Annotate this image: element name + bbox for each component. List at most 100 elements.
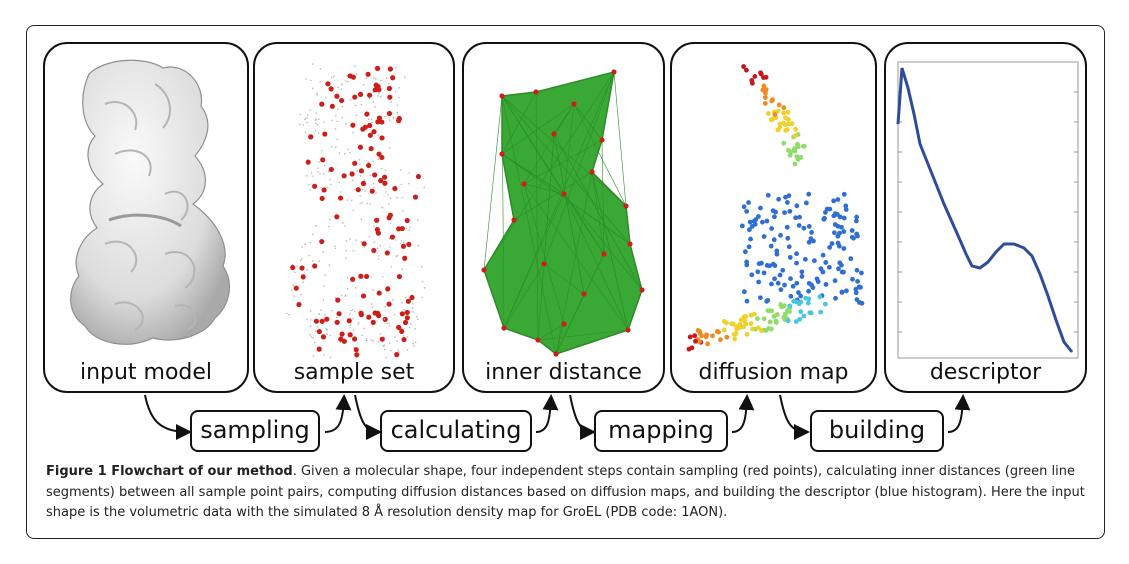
sample-point (321, 187, 327, 193)
sample-point (371, 129, 377, 135)
sample-point (379, 135, 385, 141)
diffusion-point (746, 200, 751, 205)
diffusion-point (796, 290, 801, 295)
diffusion-point (806, 224, 812, 229)
diffusion-point (759, 328, 764, 334)
diffusion-point (814, 276, 820, 282)
sample-point (384, 250, 390, 256)
diffusion-point (775, 108, 781, 114)
arrow-to-building (779, 394, 810, 440)
sample-point (334, 319, 340, 325)
diffusion-point (787, 309, 792, 314)
diffusion-point (761, 270, 767, 276)
sample-point (402, 255, 408, 261)
sample-point (409, 294, 415, 301)
sample-point (382, 316, 388, 322)
diffusion-point (781, 140, 787, 146)
diffusion-point (752, 74, 758, 79)
diffusion-point (755, 316, 760, 322)
diffusion-point (786, 147, 791, 153)
diffusion-point (792, 161, 798, 167)
diffusion-point (767, 308, 773, 314)
diffusion-point (855, 278, 860, 284)
inner-distance-node (541, 261, 547, 267)
sample-point (399, 311, 405, 317)
diffusion-point (724, 320, 729, 326)
inner-distance-node (501, 325, 507, 331)
diffusion-point (822, 215, 827, 221)
sample-point (382, 180, 388, 186)
diffusion-point (810, 285, 816, 290)
inner-distance-node (521, 181, 527, 187)
diffusion-point (778, 287, 784, 293)
diffusion-point (820, 252, 826, 258)
diffusion-point (732, 336, 738, 342)
diffusion-point (787, 152, 793, 158)
diffusion-point (776, 102, 782, 108)
sample-point (351, 336, 358, 342)
diffusion-point (839, 269, 845, 275)
sample-point (357, 91, 364, 97)
diffusion-point (807, 310, 813, 316)
diffusion-point (769, 281, 774, 287)
diffusion-point (786, 193, 792, 199)
sample-point (360, 293, 367, 299)
diffusion-point (785, 109, 791, 115)
sample-point (312, 183, 318, 189)
diffusion-point (749, 272, 755, 278)
sample-point (316, 346, 322, 352)
diffusion-point (692, 333, 698, 339)
diffusion-point (792, 133, 798, 139)
diffusion-point (776, 196, 782, 202)
sample-point (358, 310, 364, 316)
diffusion-point (798, 309, 804, 315)
diffusion-point (817, 294, 823, 300)
diffusion-point (839, 289, 845, 295)
diffusion-point (853, 218, 859, 224)
diffusion-point (801, 225, 807, 231)
diffusion-point (765, 192, 771, 198)
sample-point (360, 180, 366, 186)
sample-point (357, 144, 364, 150)
inner-distance-node (623, 203, 629, 209)
descriptor-curve (896, 67, 1074, 353)
diffusion-point (793, 126, 799, 132)
diffusion-point (741, 64, 746, 69)
diffusion-point (758, 70, 763, 76)
diffusion-point (761, 83, 767, 89)
diffusion-point (784, 127, 790, 132)
sample-point (387, 94, 393, 100)
sample-point (387, 212, 393, 218)
step-mapping: mapping (594, 410, 728, 452)
diffusion-point (832, 211, 838, 217)
diffusion-point (836, 243, 842, 249)
diffusion-point (798, 293, 804, 299)
sample-point (405, 298, 411, 304)
diffusion-point (787, 303, 793, 309)
sample-point (350, 276, 356, 282)
sample-points-plot (286, 63, 426, 359)
sample-point (358, 168, 365, 174)
diffusion-point (823, 260, 829, 265)
diffusion-point (793, 319, 799, 324)
diffusion-point (785, 235, 791, 241)
arrow-to-calculating (354, 394, 382, 440)
sample-point (316, 328, 322, 335)
sample-point (360, 126, 366, 132)
sample-point (320, 157, 326, 163)
diffusion-point (798, 299, 804, 305)
sample-point (374, 217, 380, 223)
diffusion-point (818, 266, 824, 272)
diffusion-point (836, 266, 841, 272)
diffusion-point (781, 105, 787, 111)
panel-label: input model (79, 360, 213, 385)
diffusion-point (767, 263, 773, 269)
diffusion-point (786, 244, 792, 250)
diffusion-point (843, 203, 849, 209)
sample-point (319, 238, 325, 245)
sample-point (319, 318, 325, 324)
diffusion-point (850, 276, 855, 282)
diffusion-point (798, 154, 804, 160)
inner-distance-node (535, 337, 541, 343)
sample-point (378, 178, 384, 184)
